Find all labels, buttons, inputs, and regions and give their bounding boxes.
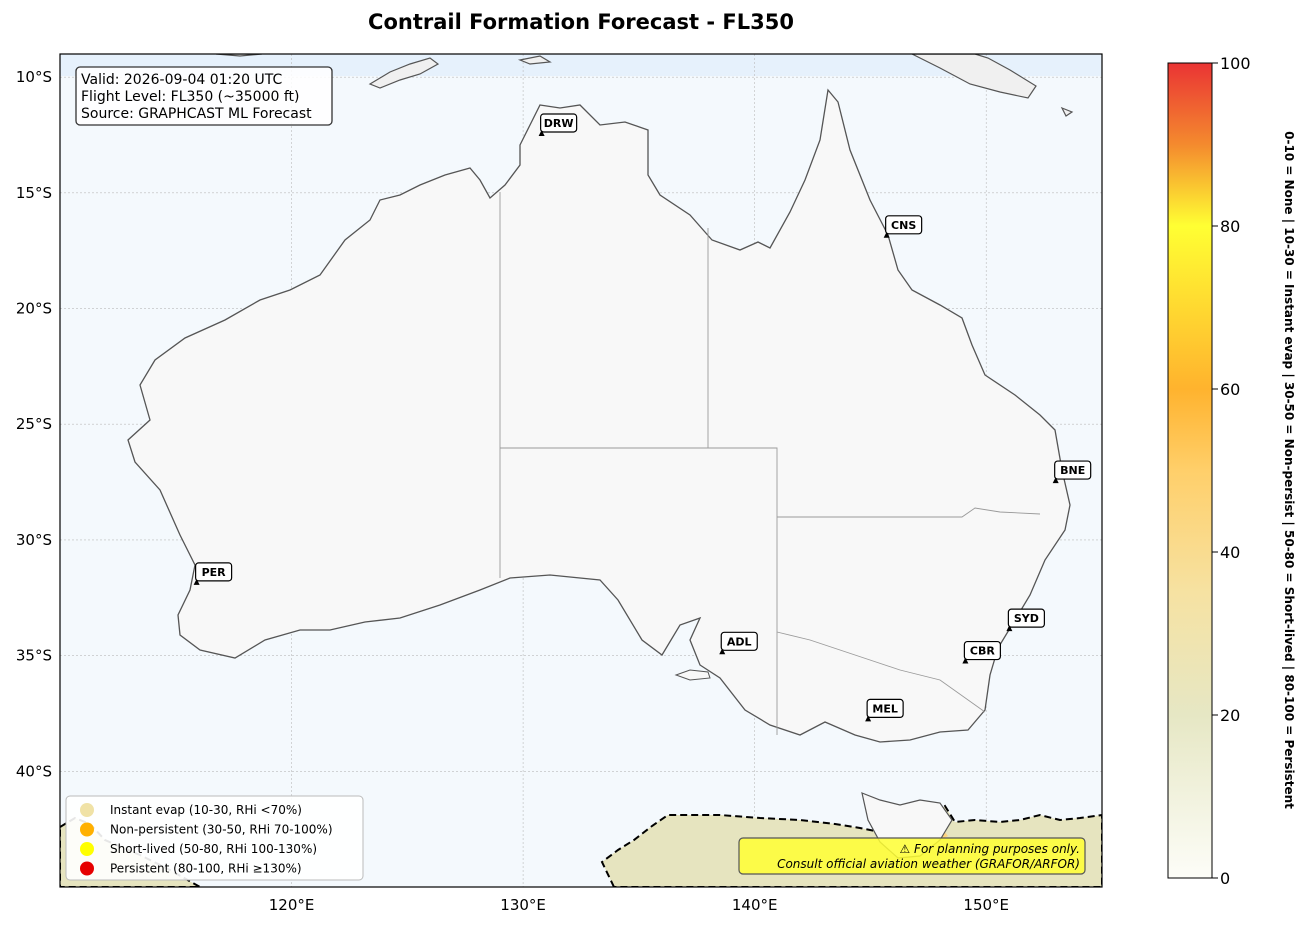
city-cbr[interactable]: CBR [962,640,1001,664]
city-label: BNE [1060,464,1085,477]
airport-marker-icon [193,578,200,585]
legend-label: Short-lived (50-80, RHi 100-130%) [110,842,317,856]
map-border [59,53,1103,888]
city-label-box [885,215,923,235]
legend-swatch [80,842,94,856]
city-label-box [195,562,233,582]
city-label: CBR [970,645,995,658]
warning-line-2: Consult official aviation weather (GRAFO… [777,857,1080,871]
colorbar-tick-label: 60 [1220,380,1240,399]
colorbar-category-label: 0-10 = None | 10-30 = Instant evap | 30-… [1282,131,1296,809]
longitude-axis: 120°E 130°E 140°E 150°E [269,896,1009,914]
airport-marker-icon [538,129,545,136]
lon-tick-label: 150°E [963,896,1009,914]
city-label: CNS [891,219,916,232]
city-label-box [1054,460,1092,480]
lon-tick-label: 140°E [732,896,778,914]
colorbar-tick-label: 100 [1220,54,1251,73]
latitude-axis: 10°S 15°S 20°S 25°S 30°S 35°S 40°S [16,68,52,780]
city-label: ADL [727,635,752,648]
legend-swatch [80,803,94,817]
map-area[interactable]: DRW CNS BNE PER SYD ADL CBR MEL [59,53,1103,888]
forecast-source: Source: GRAPHCAST ML Forecast [81,106,312,122]
legend-item: Instant evap (10-30, RHi <70%) [80,803,302,817]
city-bne[interactable]: BNE [1052,460,1092,484]
legend-item: Short-lived (50-80, RHi 100-130%) [80,842,317,856]
landmass-australia [127,88,1071,743]
airport-marker-icon [962,657,969,664]
city-drw[interactable]: DRW [538,113,578,136]
legend-item: Persistent (80-100, RHi ≥130%) [80,861,302,876]
lat-tick-label: 25°S [16,415,52,433]
landmass-new-guinea [911,54,1037,99]
valid-time: Valid: 2026-09-04 01:20 UTC [81,72,282,88]
city-mel[interactable]: MEL [865,698,904,722]
colorbar-ticks: 0 20 40 60 80 100 [1212,54,1251,888]
airport-marker-icon [865,715,872,722]
flight-level: Flight Level: FL350 (~35000 ft) [81,89,300,105]
airport-marker-icon [1052,477,1059,484]
city-syd[interactable]: SYD [1006,608,1045,632]
lat-tick-label: 40°S [16,762,52,780]
city-cns[interactable]: CNS [883,215,923,238]
city-label: MEL [872,702,897,715]
info-box: Valid: 2026-09-04 01:20 UTC Flight Level… [75,66,333,126]
lon-tick-label: 130°E [500,896,546,914]
colorbar: 0 20 40 60 80 100 0-10 = None | 10-30 = Insta… [1167,54,1296,888]
city-label: PER [202,566,227,579]
state-borders [499,192,1041,735]
lat-tick-label: 30°S [16,531,52,549]
city-label-box [1007,608,1045,628]
lat-tick-label: 10°S [16,68,52,86]
city-per[interactable]: PER [193,562,233,585]
legend-swatch [80,861,94,876]
city-label-box [963,640,1001,661]
landmass-kangaroo-island [674,669,711,681]
legend-label: Instant evap (10-30, RHi <70%) [110,803,302,817]
colorbar-tick-label: 40 [1220,543,1240,562]
legend-item: Non-persistent (30-50, RHi 70-100%) [80,822,333,837]
lon-tick-label: 120°E [269,896,315,914]
chart-title: Contrail Formation Forecast - FL350 [368,10,794,34]
landmass-islands [215,54,1074,117]
lat-tick-label: 20°S [16,300,52,318]
warning-box: ⚠ For planning purposes only. Consult of… [738,837,1086,875]
city-label-box [540,113,578,133]
landmass-timor [368,57,440,89]
lat-tick-label: 35°S [16,647,52,665]
legend-swatch [80,822,94,837]
city-markers: DRW CNS BNE PER SYD ADL CBR MEL [193,113,1092,722]
colorbar-tick-label: 0 [1220,869,1230,888]
airport-marker-icon [719,648,726,655]
airport-marker-icon [1006,625,1013,632]
colorbar-tick-label: 20 [1220,706,1240,725]
city-label: SYD [1014,612,1039,625]
legend-label: Persistent (80-100, RHi ≥130%) [110,862,302,876]
colorbar-gradient [1167,62,1213,879]
warning-line-1: ⚠ For planning purposes only. [900,842,1080,856]
city-label: DRW [544,117,574,130]
city-label-box [866,698,904,719]
airport-marker-icon [883,231,890,238]
legend-label: Non-persistent (30-50, RHi 70-100%) [110,823,333,837]
city-adl[interactable]: ADL [719,631,758,655]
lat-tick-label: 15°S [16,184,52,202]
legend: Instant evap (10-30, RHi <70%) Non-persis… [65,795,364,881]
colorbar-tick-label: 80 [1220,217,1240,236]
city-label-box [720,631,758,651]
